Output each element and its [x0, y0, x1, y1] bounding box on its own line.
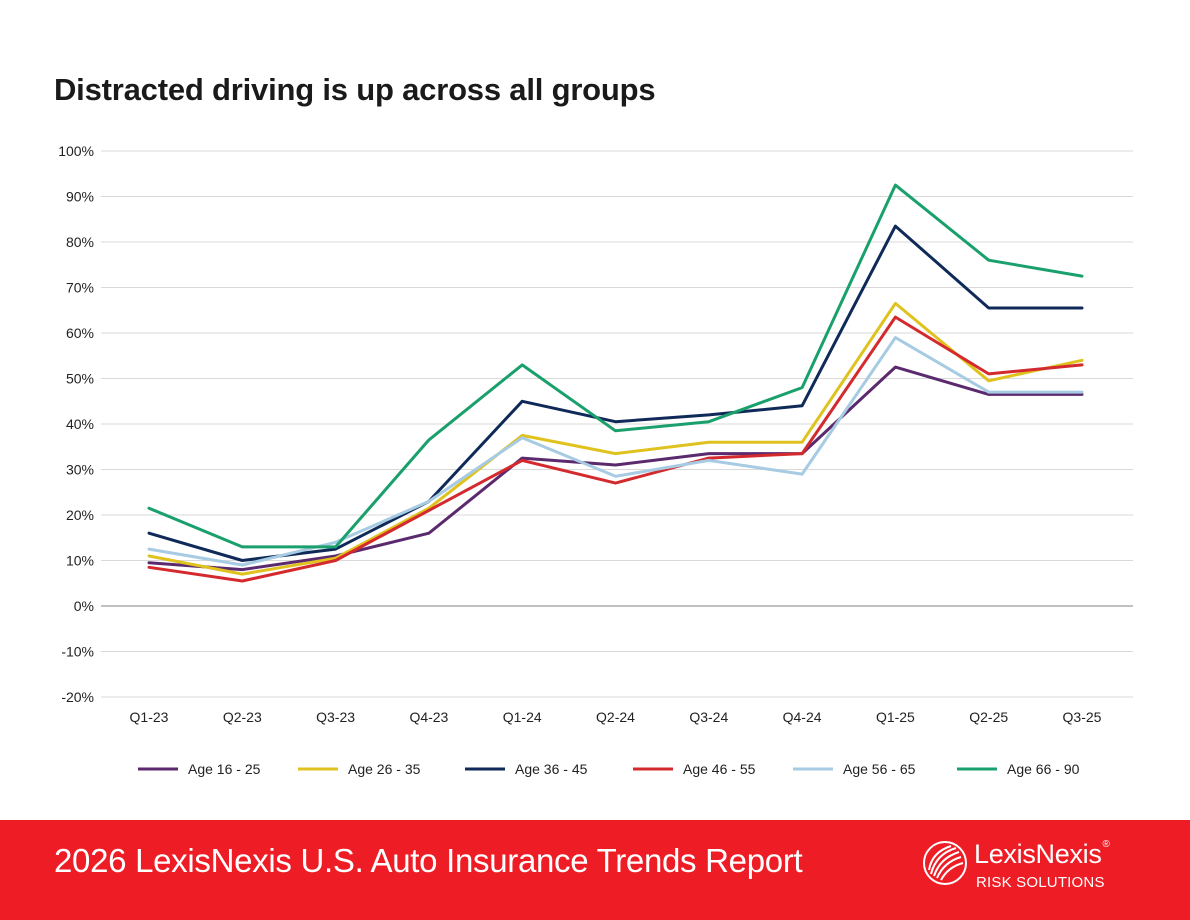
legend-item: Age 66 - 90 [957, 761, 1080, 777]
legend-item: Age 56 - 65 [793, 761, 916, 777]
y-tick-label: 20% [66, 507, 94, 523]
legend-item: Age 26 - 35 [298, 761, 421, 777]
brand-subtitle: RISK SOLUTIONS [976, 874, 1105, 891]
legend-item: Age 46 - 55 [633, 761, 756, 777]
y-tick-label: 0% [74, 598, 94, 614]
series-line [147, 336, 1084, 567]
series-lines [147, 183, 1084, 583]
x-tick-label: Q3-23 [316, 709, 355, 725]
series-line [147, 315, 1084, 583]
gridlines [101, 150, 1133, 698]
y-tick-label: 70% [66, 280, 94, 296]
line-chart: 100% 90% 80% 70% 60% 50% 40% 30% 20% 10% 0% -10% -20… [58, 143, 1133, 777]
y-axis-tick-labels: 100% 90% 80% 70% 60% 50% 40% 30% 20% 10% 0% -10% -20… [58, 143, 94, 705]
y-tick-label: 100% [58, 143, 94, 159]
legend-label: Age 26 - 35 [348, 761, 421, 777]
x-tick-label: Q3-25 [1063, 709, 1102, 725]
brand-lockup: LexisNexis® RISK SOLUTIONS [922, 838, 1142, 898]
x-axis-tick-labels: Q1-23 Q2-23 Q3-23 Q4-23 Q1-24 Q2-24 Q3-24 Q4-24… [130, 709, 1102, 725]
series-line [147, 365, 1084, 572]
legend: Age 16 - 25 Age 26 - 35 Age 36 - 45 Age 46 … [138, 761, 1080, 777]
x-tick-label: Q1-23 [130, 709, 169, 725]
y-tick-label: 10% [66, 553, 94, 569]
lexisnexis-knowledge-burst-icon [923, 841, 967, 885]
footer-banner [0, 820, 1190, 920]
x-tick-label: Q3-24 [689, 709, 728, 725]
x-tick-label: Q4-24 [783, 709, 822, 725]
x-tick-label: Q2-24 [596, 709, 635, 725]
x-tick-label: Q4-23 [409, 709, 448, 725]
legend-label: Age 66 - 90 [1007, 761, 1080, 777]
brand-name: LexisNexis® [974, 839, 1110, 870]
series-line [147, 183, 1084, 549]
report-title: 2026 LexisNexis U.S. Auto Insurance Tren… [54, 842, 803, 879]
y-tick-label: -20% [61, 689, 94, 705]
legend-label: Age 36 - 45 [515, 761, 588, 777]
x-tick-label: Q2-25 [969, 709, 1008, 725]
chart-title: Distracted driving is up across all grou… [54, 72, 656, 107]
y-tick-label: 40% [66, 416, 94, 432]
y-tick-label: -10% [61, 644, 94, 660]
brand-name-text: LexisNexis [974, 839, 1102, 869]
legend-label: Age 46 - 55 [683, 761, 756, 777]
series-line [147, 224, 1084, 562]
legend-label: Age 16 - 25 [188, 761, 261, 777]
x-tick-label: Q1-24 [503, 709, 542, 725]
y-tick-label: 60% [66, 325, 94, 341]
y-tick-label: 90% [66, 189, 94, 205]
y-tick-label: 50% [66, 371, 94, 387]
registered-mark: ® [1102, 839, 1110, 850]
x-tick-label: Q1-25 [876, 709, 915, 725]
x-tick-label: Q2-23 [223, 709, 262, 725]
y-tick-label: 80% [66, 234, 94, 250]
y-tick-label: 30% [66, 462, 94, 478]
legend-label: Age 56 - 65 [843, 761, 916, 777]
legend-item: Age 36 - 45 [465, 761, 588, 777]
legend-item: Age 16 - 25 [138, 761, 261, 777]
series-line [147, 301, 1084, 576]
